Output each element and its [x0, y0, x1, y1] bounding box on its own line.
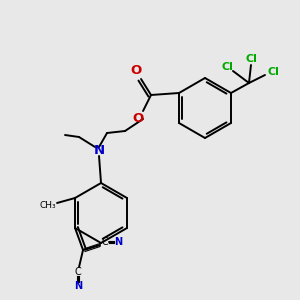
Text: Cl: Cl [245, 54, 257, 64]
Text: Cl: Cl [267, 67, 279, 77]
Text: O: O [130, 64, 142, 77]
Text: Cl: Cl [221, 62, 233, 72]
Text: O: O [132, 112, 144, 125]
Text: C: C [75, 267, 81, 277]
Text: N: N [114, 237, 122, 247]
Text: N: N [94, 145, 105, 158]
Text: N: N [74, 281, 82, 291]
Text: C: C [102, 237, 108, 247]
Text: CH₃: CH₃ [40, 200, 56, 209]
